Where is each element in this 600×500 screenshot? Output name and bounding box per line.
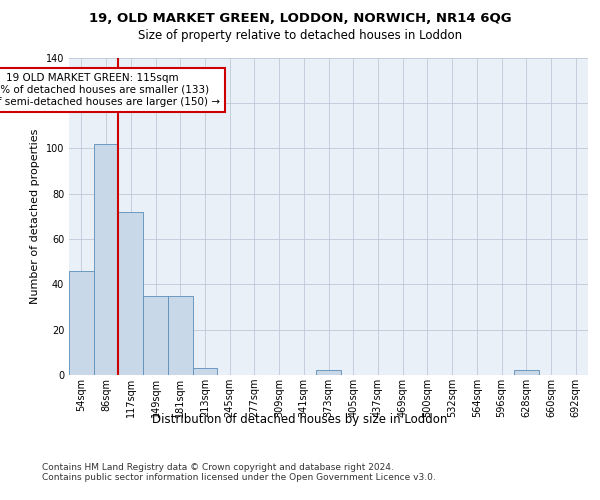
Bar [118, 212, 143, 375]
Text: Contains HM Land Registry data © Crown copyright and database right 2024.
Contai: Contains HM Land Registry data © Crown c… [42, 462, 436, 482]
Text: 19 OLD MARKET GREEN: 115sqm
← 45% of detached houses are smaller (133)
51% of se: 19 OLD MARKET GREEN: 115sqm ← 45% of det… [0, 74, 220, 106]
Bar [316, 370, 341, 375]
Bar [514, 370, 539, 375]
Bar [193, 368, 217, 375]
Bar [143, 296, 168, 375]
Text: 19, OLD MARKET GREEN, LODDON, NORWICH, NR14 6QG: 19, OLD MARKET GREEN, LODDON, NORWICH, N… [89, 12, 511, 26]
Text: Size of property relative to detached houses in Loddon: Size of property relative to detached ho… [138, 29, 462, 42]
Text: Distribution of detached houses by size in Loddon: Distribution of detached houses by size … [152, 412, 448, 426]
Bar [94, 144, 118, 375]
Y-axis label: Number of detached properties: Number of detached properties [30, 128, 40, 304]
Bar [69, 270, 94, 375]
Bar [168, 296, 193, 375]
